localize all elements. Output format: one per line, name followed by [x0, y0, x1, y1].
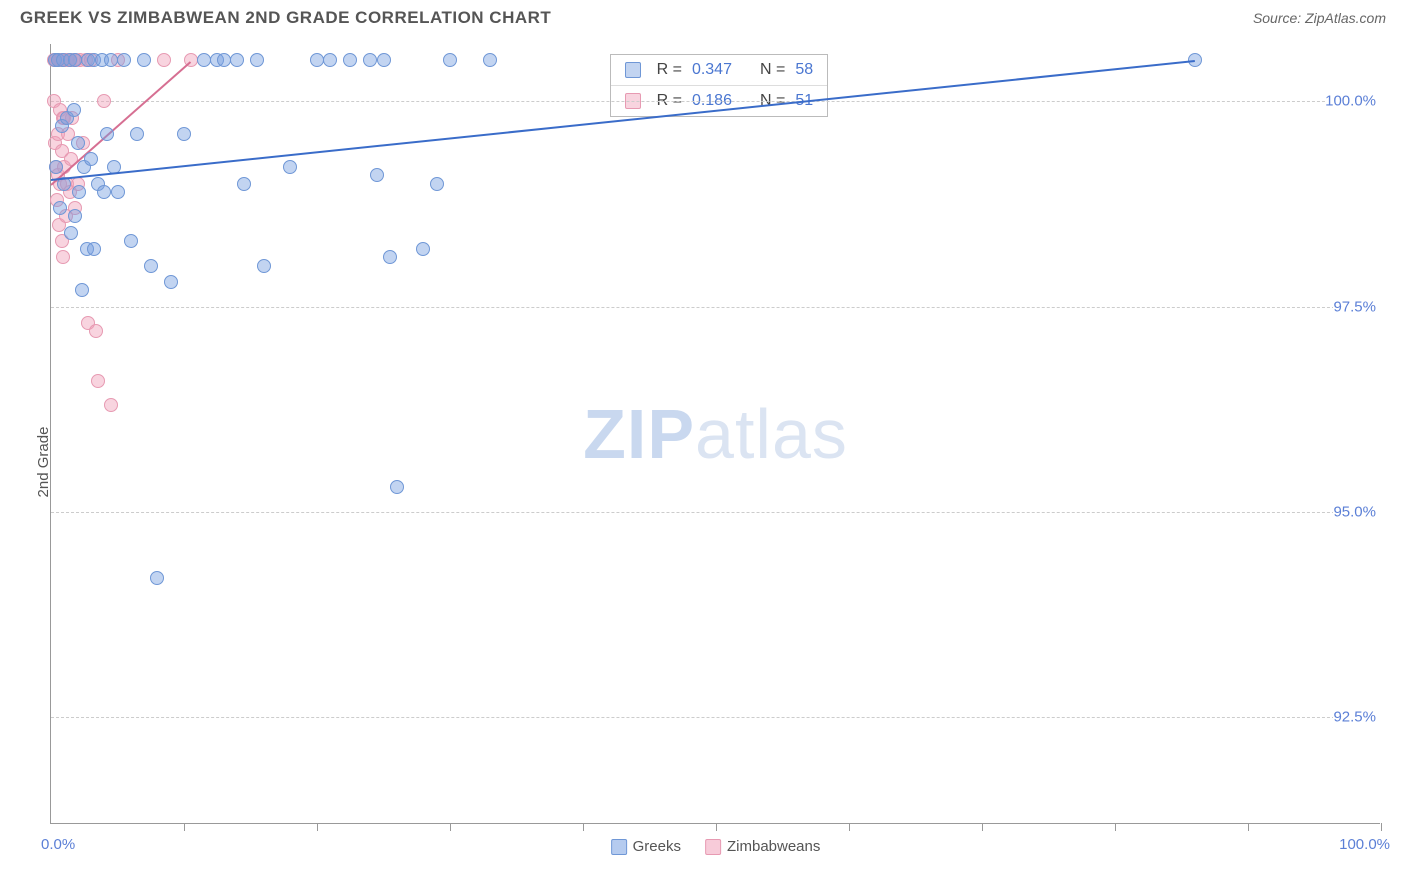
gridline — [51, 512, 1380, 513]
legend-item: Zimbabweans — [705, 838, 820, 855]
scatter-point-greeks — [111, 185, 125, 199]
scatter-point-greeks — [197, 53, 211, 67]
legend-swatch — [611, 839, 627, 855]
y-tick-label: 100.0% — [1325, 93, 1382, 110]
x-tick — [1248, 823, 1249, 831]
x-tick — [317, 823, 318, 831]
chart-title: GREEK VS ZIMBABWEAN 2ND GRADE CORRELATIO… — [20, 8, 551, 28]
x-tick — [716, 823, 717, 831]
scatter-point-greeks — [87, 242, 101, 256]
scatter-point-greeks — [430, 177, 444, 191]
scatter-point-greeks — [130, 127, 144, 141]
legend-item: Greeks — [611, 838, 681, 855]
x-tick — [1381, 823, 1382, 831]
x-axis-max-label: 100.0% — [1339, 836, 1390, 853]
x-tick — [184, 823, 185, 831]
legend: Greeks Zimbabweans — [611, 838, 821, 855]
scatter-point-greeks — [100, 127, 114, 141]
n-value: 58 — [795, 61, 813, 79]
series-swatch — [625, 62, 641, 78]
scatter-point-greeks — [217, 53, 231, 67]
scatter-point-greeks — [97, 185, 111, 199]
scatter-point-greeks — [343, 53, 357, 67]
x-tick — [583, 823, 584, 831]
legend-label: Zimbabweans — [727, 838, 820, 855]
scatter-point-zimbabweans — [104, 398, 118, 412]
x-tick — [450, 823, 451, 831]
chart-header: GREEK VS ZIMBABWEAN 2ND GRADE CORRELATIO… — [0, 0, 1406, 34]
y-tick-label: 95.0% — [1333, 504, 1382, 521]
x-tick — [982, 823, 983, 831]
scatter-point-greeks — [310, 53, 324, 67]
scatter-point-greeks — [323, 53, 337, 67]
plot-region: ZIPatlas R =0.347N =58R =0.186N =51 0.0%… — [50, 44, 1380, 824]
y-tick-label: 92.5% — [1333, 709, 1382, 726]
scatter-point-greeks — [257, 259, 271, 273]
x-tick — [1115, 823, 1116, 831]
scatter-point-greeks — [390, 480, 404, 494]
scatter-point-greeks — [150, 571, 164, 585]
gridline — [51, 101, 1380, 102]
x-tick — [849, 823, 850, 831]
legend-label: Greeks — [633, 838, 681, 855]
scatter-point-greeks — [483, 53, 497, 67]
scatter-point-greeks — [67, 103, 81, 117]
scatter-point-greeks — [68, 53, 82, 67]
scatter-point-greeks — [416, 242, 430, 256]
scatter-point-greeks — [250, 53, 264, 67]
correlation-stats-box: R =0.347N =58R =0.186N =51 — [610, 54, 829, 117]
legend-swatch — [705, 839, 721, 855]
scatter-point-greeks — [177, 127, 191, 141]
scatter-point-greeks — [53, 201, 67, 215]
source-label: Source: ZipAtlas.com — [1253, 10, 1386, 26]
x-axis-min-label: 0.0% — [41, 836, 75, 853]
scatter-point-greeks — [84, 152, 98, 166]
scatter-point-greeks — [237, 177, 251, 191]
scatter-point-greeks — [71, 136, 85, 150]
scatter-point-greeks — [363, 53, 377, 67]
scatter-point-zimbabweans — [157, 53, 171, 67]
scatter-point-greeks — [68, 209, 82, 223]
scatter-point-zimbabweans — [91, 374, 105, 388]
scatter-point-greeks — [124, 234, 138, 248]
scatter-point-greeks — [137, 53, 151, 67]
watermark-part1: ZIP — [583, 395, 695, 473]
scatter-point-greeks — [443, 53, 457, 67]
scatter-point-greeks — [377, 53, 391, 67]
r-value: 0.347 — [692, 61, 732, 79]
scatter-point-greeks — [104, 53, 118, 67]
scatter-point-greeks — [164, 275, 178, 289]
watermark-part2: atlas — [695, 395, 848, 473]
stats-row: R = 0.347 N = 58 — [611, 55, 828, 86]
gridline — [51, 307, 1380, 308]
scatter-point-greeks — [383, 250, 397, 264]
chart-area: 2nd Grade ZIPatlas R =0.347N =58R =0.186… — [0, 34, 1406, 890]
n-label: N = — [760, 61, 785, 79]
scatter-point-zimbabweans — [89, 324, 103, 338]
scatter-point-greeks — [230, 53, 244, 67]
scatter-point-zimbabweans — [56, 250, 70, 264]
scatter-point-greeks — [283, 160, 297, 174]
scatter-point-greeks — [72, 185, 86, 199]
watermark: ZIPatlas — [583, 394, 848, 474]
scatter-point-greeks — [75, 283, 89, 297]
r-label: R = — [657, 61, 682, 79]
y-tick-label: 97.5% — [1333, 298, 1382, 315]
scatter-point-greeks — [117, 53, 131, 67]
scatter-point-greeks — [49, 160, 63, 174]
gridline — [51, 717, 1380, 718]
scatter-point-greeks — [370, 168, 384, 182]
scatter-point-greeks — [64, 226, 78, 240]
scatter-point-zimbabweans — [97, 94, 111, 108]
scatter-point-greeks — [144, 259, 158, 273]
